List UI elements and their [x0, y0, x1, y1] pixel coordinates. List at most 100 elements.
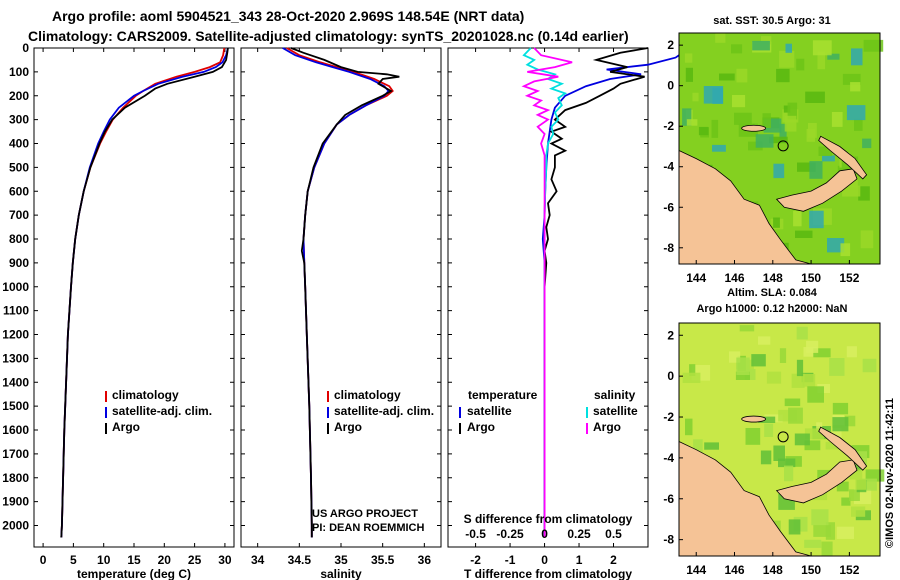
sla-map-field-patch — [832, 402, 849, 415]
temperature-series-1 — [60, 47, 229, 538]
sst-map-field-patch — [779, 123, 787, 139]
sst-map-field-patch — [854, 118, 863, 131]
sst-map-field-patch — [748, 141, 763, 151]
sst-map-field-patch — [805, 91, 825, 103]
pi-annotation: US ARGO PROJECT — [312, 508, 418, 520]
salinity-x-tick-label: 34 — [251, 553, 265, 567]
sst-map-field-patch — [822, 155, 835, 162]
difference-series-3 — [521, 47, 573, 538]
y-tick-label: 1100 — [3, 304, 29, 318]
sst-map-field-patch — [712, 144, 726, 152]
temperature-x-tick-label: 0 — [40, 553, 47, 567]
sst-map-x-tick-label: 144 — [686, 271, 706, 285]
sla-map-field-patch — [784, 465, 794, 482]
difference-axes-frame — [447, 47, 649, 548]
sst-map-field-patch — [818, 146, 833, 156]
sla-map-field-patch — [802, 374, 816, 387]
y-tick-label: 700 — [9, 208, 29, 222]
sst-map-x-tick-label: 152 — [839, 271, 859, 285]
sst-map-field-patch — [831, 112, 843, 127]
sst-map-field-patch — [784, 115, 797, 132]
sst-map-field-patch — [711, 119, 719, 138]
title-line2: Climatology: CARS2009. Satellite-adjuste… — [28, 28, 629, 44]
sla-map-field-patch — [816, 422, 823, 432]
sst-map-field-patch — [692, 92, 699, 102]
sst-map-field-patch — [860, 230, 874, 249]
y-tick-label: 100 — [9, 65, 29, 79]
difference-x-tick-label: 1 — [576, 553, 583, 567]
sla-map-field-patch — [758, 416, 776, 423]
sst-map-field-patch — [698, 126, 709, 136]
diff-legend-label: satellite — [467, 404, 512, 418]
sla-map-field-patch — [849, 469, 863, 480]
sla-map-field-patch — [788, 407, 803, 424]
temperature-x-tick-label: 25 — [188, 553, 202, 567]
diff-legend-label: Argo — [467, 420, 495, 434]
sla-map-field-patch — [851, 506, 866, 517]
sla-map-argo-marker — [777, 431, 789, 443]
difference-x-tick-label: 2 — [610, 553, 617, 567]
sst-map-field-patch — [817, 51, 826, 70]
diff-x2-tick-label: 0.25 — [567, 527, 591, 541]
temperature-x-tick-label: 20 — [158, 553, 172, 567]
sst-map-field-patch — [850, 82, 861, 92]
salinity-x-tick-label: 35.5 — [371, 553, 395, 567]
sst-map-field-patch — [715, 33, 726, 43]
sla-map-field-patch — [832, 427, 842, 439]
sst-map-field-patch — [785, 43, 792, 53]
sst-map-x-tick-label: 146 — [724, 271, 744, 285]
sla-map-field-patch — [811, 509, 829, 526]
sla-map-y-tick-label: -4 — [663, 451, 674, 465]
sst-map-field-patch — [808, 123, 817, 138]
sla-map-field-patch — [804, 428, 825, 440]
difference-panel: -2 -1 0 1 2T difference from climatologytemp… — [447, 47, 690, 580]
diff-xlabel2: S difference from climatology — [464, 512, 633, 526]
sst-map-frame — [678, 32, 881, 265]
sla-map-field-patch — [791, 373, 805, 388]
sla-map-field-patch — [760, 450, 772, 465]
temperature-x-tick-label: 30 — [218, 553, 232, 567]
sst-map-y-tick-label: 0 — [667, 79, 674, 93]
salinity-legend-label: Argo — [334, 420, 362, 434]
diff-legend-label: satellite — [593, 404, 638, 418]
y-tick-label: 300 — [9, 113, 29, 127]
sla-map-y-tick-label: -8 — [663, 533, 674, 547]
sla-map-field-patch — [773, 445, 785, 461]
sla-map-field-patch — [804, 539, 822, 548]
sst-map-field-patch — [734, 112, 752, 125]
temperature-x-tick-label: 15 — [127, 553, 141, 567]
sla-map-field-patch — [779, 348, 787, 363]
sla-map-field-patch — [807, 386, 824, 403]
sla-map-field-patch — [758, 336, 771, 345]
difference-x-tick-label: 0 — [541, 553, 548, 567]
salinity-legend-label: climatology — [334, 388, 401, 402]
sst-map-field-patch — [684, 53, 693, 63]
sst-map-field-patch — [797, 162, 816, 172]
sla-map-field-patch — [829, 358, 845, 376]
y-tick-label: 400 — [9, 137, 29, 151]
temperature-legend-label: climatology — [112, 388, 179, 402]
temperature-series-0 — [60, 47, 226, 538]
y-tick-label: 1300 — [2, 351, 29, 365]
sla-map-field-patch — [832, 417, 849, 432]
sla-map-field-patch — [739, 325, 755, 332]
sst-map-title: sat. SST: 30.5 Argo: 31 — [713, 15, 831, 27]
sst-map-field-patch — [762, 113, 771, 128]
sla-map-field-patch — [744, 369, 756, 380]
sla-map-field-patch — [796, 359, 804, 377]
sla-map-field-patch — [794, 433, 810, 446]
sst-map-field-patch — [682, 108, 692, 126]
sla-map-field-patch — [764, 423, 774, 437]
diff-legend-sal-title: salinity — [594, 388, 636, 402]
sla-map-field-patch — [804, 440, 821, 451]
sla-map-field-patch — [745, 428, 761, 445]
temperature-legend-label: Argo — [112, 420, 140, 434]
sst-map-field-patch — [703, 86, 724, 104]
salinity-xlabel: salinity — [320, 567, 362, 580]
sla-map-field-patch — [836, 526, 854, 539]
salinity-panel: 34 34.5 35 35.5 36 salinity climatology satelli… — [240, 47, 442, 580]
salinity-series-1 — [282, 47, 390, 538]
sst-map-field-patch — [686, 119, 698, 126]
imos-stamp: ©IMOS 02-Nov-2020 11:42:11 — [884, 398, 896, 548]
salinity-x-tick-label: 35 — [334, 553, 348, 567]
